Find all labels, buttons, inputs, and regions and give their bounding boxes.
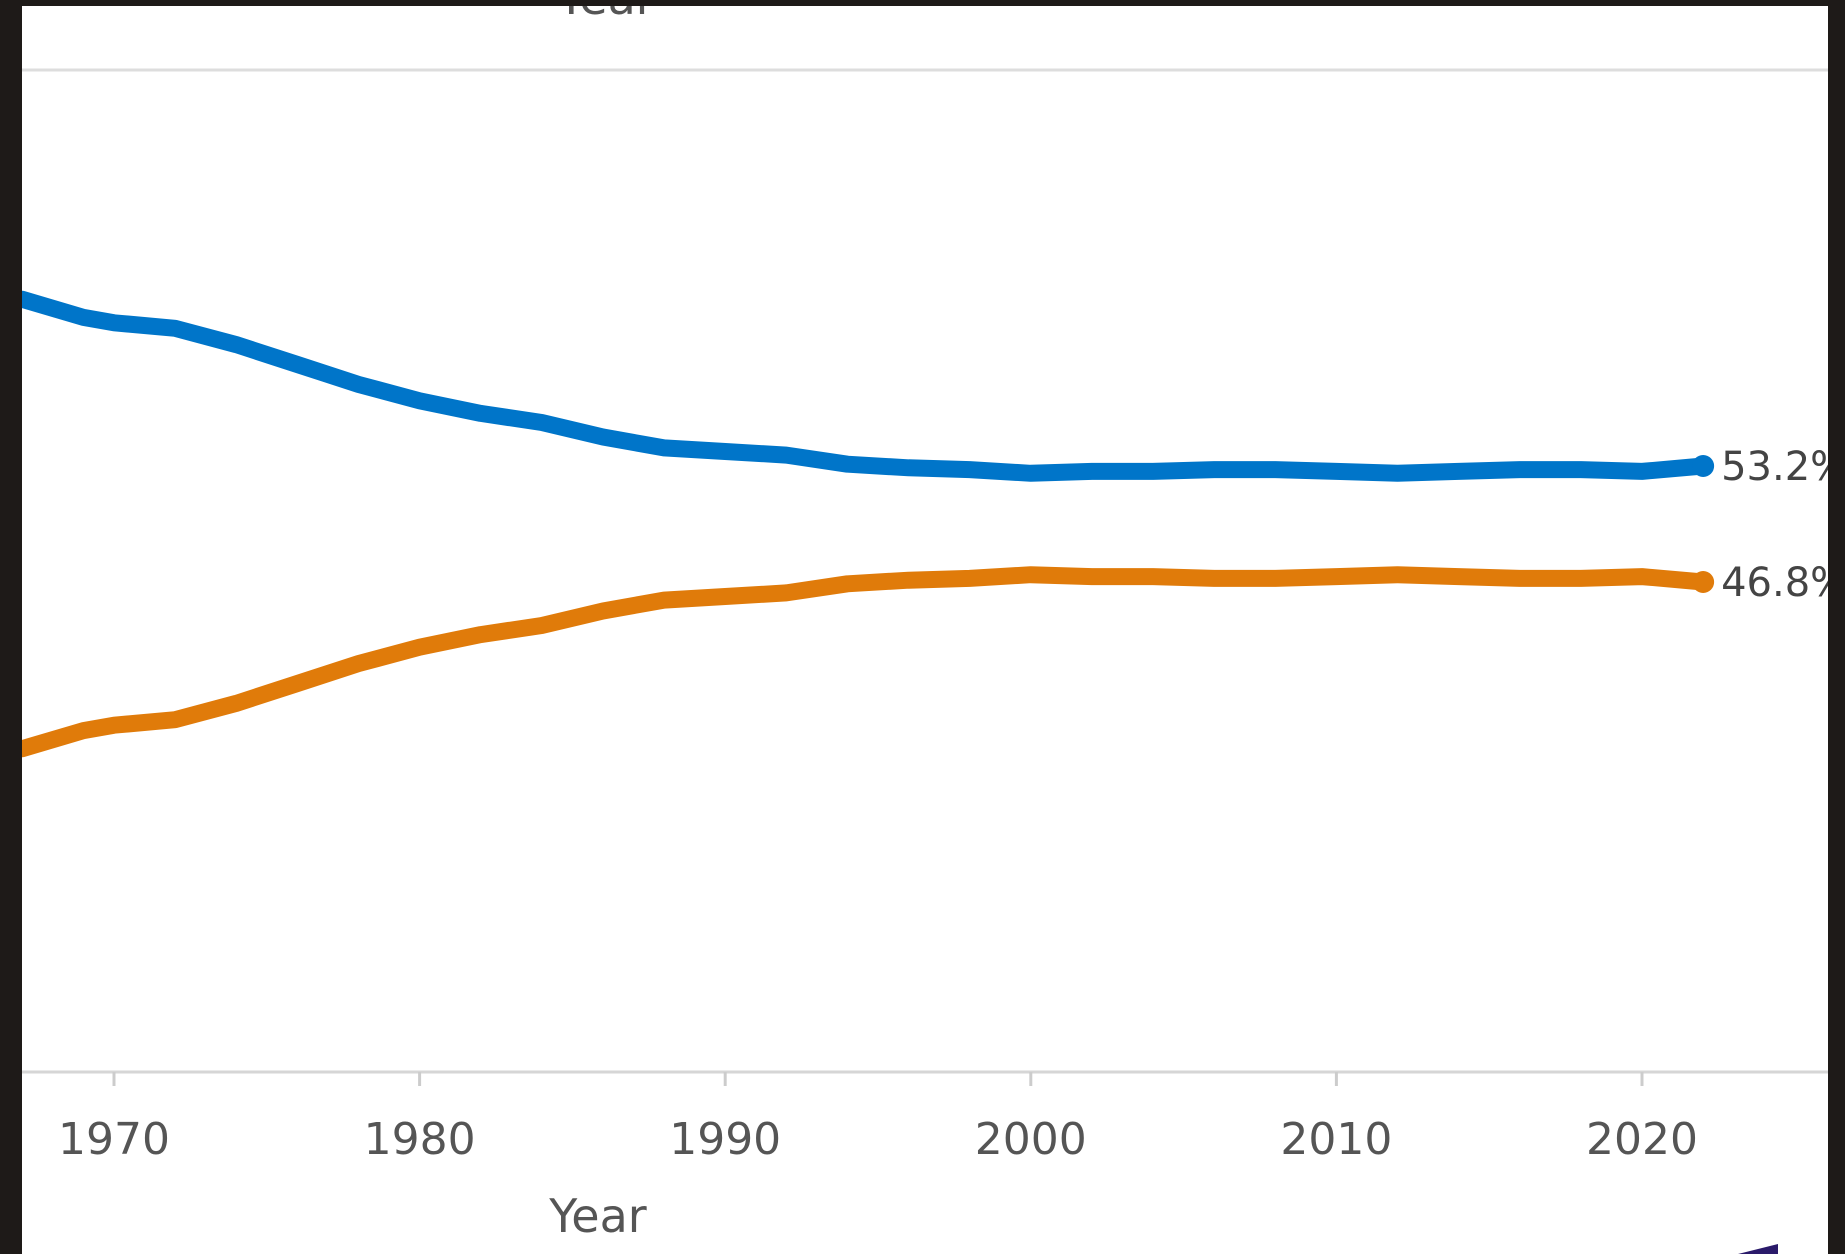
series-end-point-2 [1692, 571, 1715, 593]
series-lines [22, 290, 1715, 758]
x-tick-label: 1980 [364, 1114, 476, 1165]
x-axis-ticks: 1970 1980 1990 2000 2010 2020 [58, 1072, 1698, 1165]
series-line-1 [22, 290, 1712, 482]
top-axis-title: Year [556, 6, 654, 25]
chart-panel: Year 1970 1980 1990 2000 2010 2020 53.2% 46.8%… [22, 6, 1828, 1254]
corner-arrow-icon [1738, 1244, 1778, 1254]
x-axis-title: Year [548, 1189, 646, 1243]
x-tick-label: 1990 [669, 1114, 781, 1165]
x-tick-label: 2020 [1586, 1114, 1698, 1165]
line-chart: Year 1970 1980 1990 2000 2010 2020 53.2% 46.8%… [22, 6, 1828, 1243]
series-end-labels: 53.2% 46.8% [1721, 444, 1828, 606]
series-end-label-2: 46.8% [1721, 560, 1828, 606]
series-end-point-1 [1692, 455, 1715, 477]
series-line-2 [22, 566, 1712, 758]
series-end-label-1: 53.2% [1721, 444, 1828, 490]
x-tick-label: 2000 [975, 1114, 1087, 1165]
x-tick-label: 2010 [1280, 1114, 1392, 1165]
x-tick-label: 1970 [58, 1114, 170, 1165]
